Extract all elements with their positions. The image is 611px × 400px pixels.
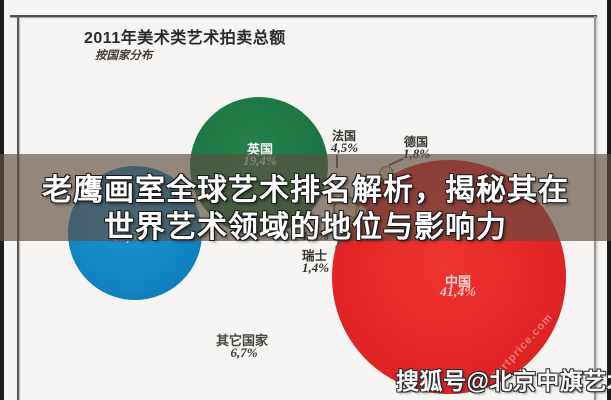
label-china-name: 中国 (444, 274, 471, 289)
page-frame-top-line (10, 15, 597, 17)
label-others-value: 6,7% (230, 345, 258, 360)
headline-banner: 老鹰画室全球艺术排名解析，揭秘其在 世界艺术领域的地位与影响力 (0, 154, 611, 244)
label-france-name: 法国 (332, 129, 357, 143)
chart-subtitle: 按国家分布 (95, 50, 153, 62)
label-uk-name: 英国 (246, 142, 273, 157)
label-france-value: 4,5% (331, 140, 359, 155)
label-germany-name: 德国 (404, 135, 429, 149)
headline-line-2: 世界艺术领域的地位与影响力 (104, 211, 507, 244)
label-switzerland-value: 1,4% (302, 260, 330, 275)
label-china-value: 41,4% (439, 285, 477, 300)
headline-line-1: 老鹰画室全球艺术排名解析，揭秘其在 (42, 174, 569, 207)
sohu-watermark: 搜狐号@北京中旗艺术馆 (396, 368, 611, 394)
label-switzerland-name: 瑞士 (302, 249, 328, 263)
chart-title: 2011年美术类艺术拍卖总额 (84, 30, 286, 47)
label-others-name: 其它国家 (216, 333, 269, 348)
